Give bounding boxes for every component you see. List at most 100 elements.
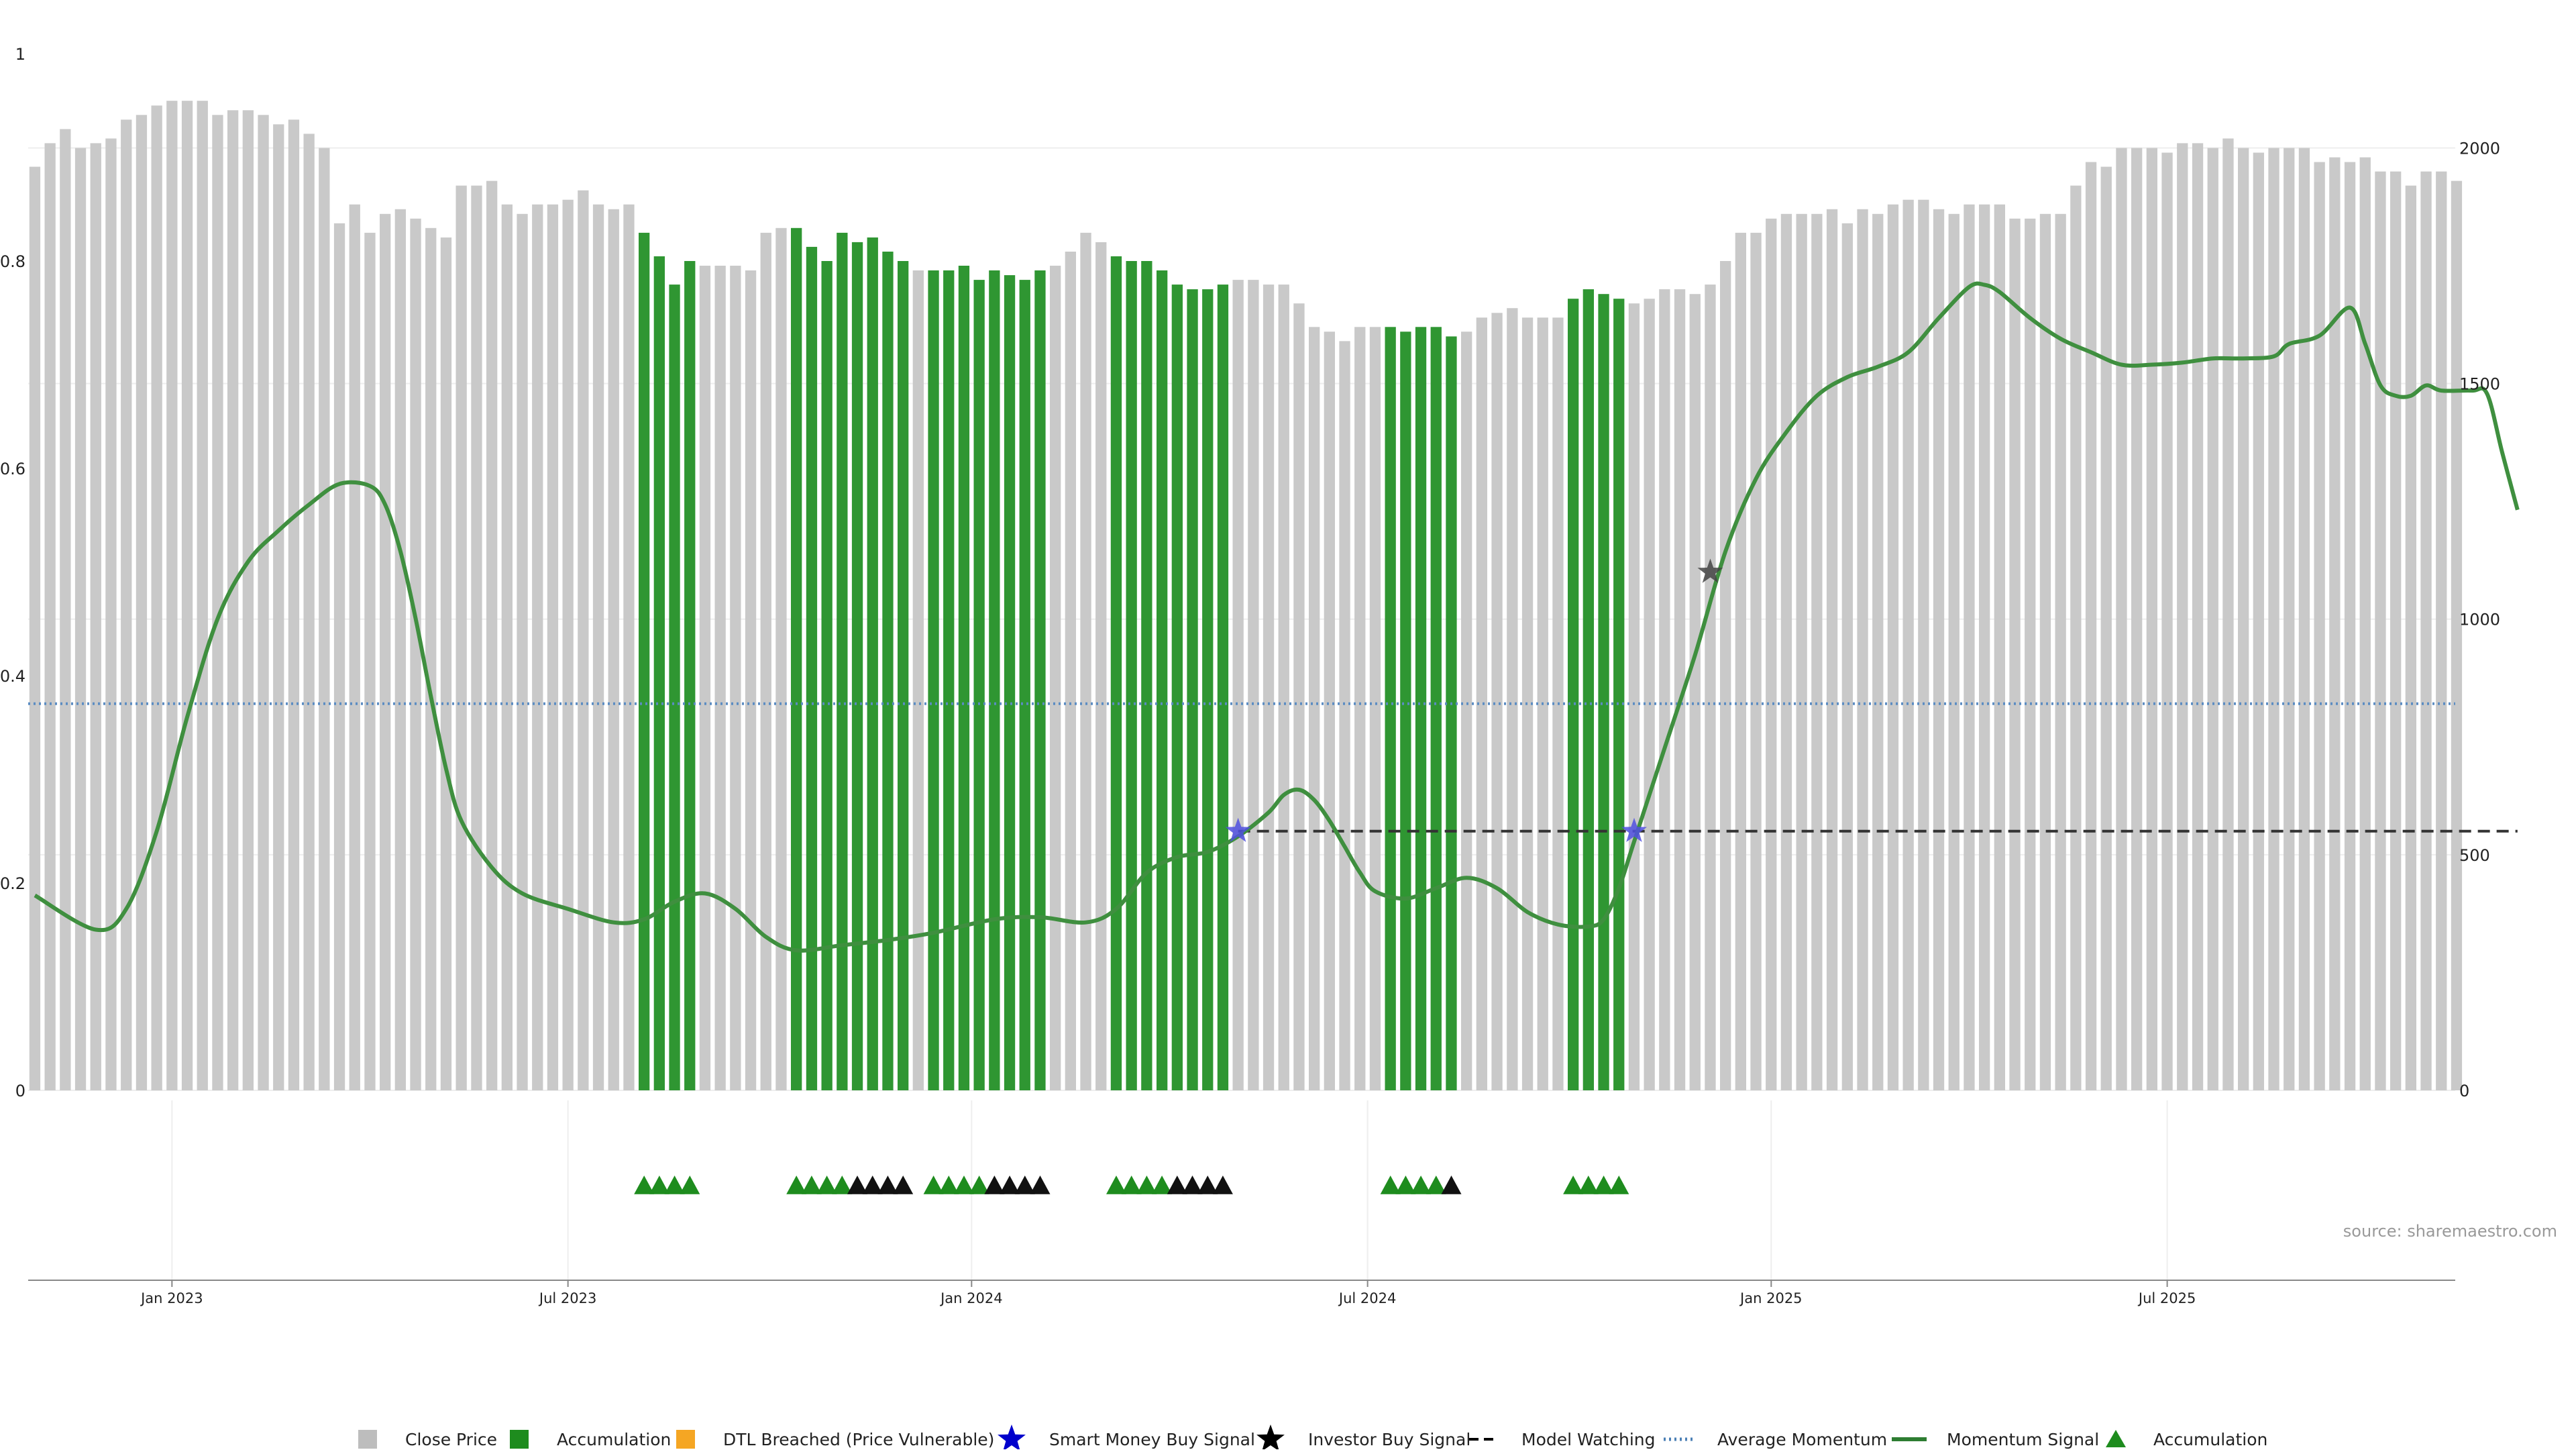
accumulation-triangle-black [847,1176,867,1194]
investor-buy-star [1697,558,1723,583]
close-price-bar [1902,199,1914,1091]
close-price-bar [547,204,559,1091]
accumulation-bar [1582,289,1594,1091]
close-price-bar [1476,317,1487,1090]
close-price-bar [1369,327,1381,1090]
accumulation-bar [1415,327,1427,1090]
close-price-bar [2192,143,2204,1090]
legend-square-icon [358,1430,377,1449]
accumulation-triangle [664,1176,685,1194]
accumulation-bar [1126,261,1137,1090]
legend-label: Smart Money Buy Signal [1049,1430,1255,1449]
legend-label: Investor Buy Signal [1308,1430,1470,1449]
accumulation-triangle [816,1176,837,1194]
close-price-bar [2238,148,2249,1090]
close-price-bar [90,143,101,1090]
close-price-bar [227,110,239,1090]
x-tick-label: Jan 2025 [1739,1290,1803,1306]
close-price-bar [2436,171,2447,1091]
close-price-bar [1887,204,1899,1091]
accumulation-bar [1598,294,1609,1091]
legend-label: DTL Breached (Price Vulnerable) [723,1430,994,1449]
accumulation-triangle [938,1176,959,1194]
y-left-tick-label: 1 [15,45,25,64]
legend-star-icon [998,1424,1026,1451]
close-price-bar [714,266,726,1090]
close-price-bar [1050,266,1061,1090]
accumulation-triangle [1593,1176,1614,1194]
y-right-tick-label: 500 [2459,846,2490,865]
accumulation-triangle-black [1030,1176,1051,1194]
close-price-bar [775,227,787,1090]
close-price-bar [2039,213,2051,1090]
accumulation-triangle [1380,1176,1401,1194]
legend-star-icon [1256,1424,1285,1451]
close-price-bar [1521,317,1534,1090]
close-price-bar [2344,162,2356,1090]
close-price-bar [288,119,300,1090]
accumulation-bar [1004,275,1016,1091]
close-price-bar [258,115,269,1090]
close-price-bar [1507,308,1518,1091]
close-price-bar [1659,289,1670,1091]
close-price-bar [699,266,711,1090]
accumulation-bar [821,261,833,1090]
close-price-bar [1796,213,1807,1090]
close-price-bar [212,115,223,1090]
close-price-bar [197,101,208,1091]
close-price-bar [44,143,56,1090]
legend-label: Accumulation [557,1430,671,1449]
x-tick-label: Jul 2025 [2137,1290,2196,1306]
legend-item: Investor Buy Signal [1256,1424,1470,1451]
close-price-bar [2116,148,2127,1090]
accumulation-bar [973,280,985,1091]
accumulation-triangle [1426,1176,1446,1194]
close-price-bar [2207,148,2218,1090]
close-price-bar [181,101,193,1091]
accumulation-bar [1400,331,1411,1090]
y-right-tick-label: 1000 [2459,611,2500,629]
close-price-bar [517,213,528,1090]
close-price-bar [151,105,162,1091]
close-price-bar [2009,218,2021,1090]
close-price-bar [730,266,741,1090]
close-price-bar [2268,148,2279,1090]
accumulation-bar [669,284,680,1091]
accumulation-triangle-black [1212,1176,1233,1194]
close-price-bar [1720,261,1731,1090]
smart-money-buy-star [1225,817,1251,842]
y-left-tick-label: 0.6 [0,460,25,478]
close-price-bar [1948,213,1960,1090]
close-price-bar [2329,157,2341,1090]
close-price-bar [1826,209,1838,1091]
legend: Close Price Accumulation DTL Breached (Pri… [358,1424,2267,1451]
close-price-bar [1994,204,2005,1091]
close-price-bar [1933,209,1945,1091]
close-price-bar [1339,341,1350,1090]
accumulation-triangle-black [1441,1176,1462,1194]
x-tick-label: Jan 2023 [140,1290,203,1306]
accumulation-triangle-black [877,1176,898,1194]
legend-square-icon [676,1430,695,1449]
close-price-bar [1461,331,1472,1090]
accumulation-bar [1187,289,1198,1091]
legend-item: Close Price [358,1430,497,1449]
accumulation-triangle [1578,1176,1599,1194]
close-price-bar [364,232,376,1090]
close-price-bar [2405,185,2416,1091]
y-right-tick-label: 2000 [2459,140,2500,158]
accumulation-bar [943,270,955,1090]
y-right-tick-label: 0 [2459,1082,2469,1100]
close-price-bar [1324,331,1335,1090]
close-price-bar [136,115,148,1090]
close-price-bar [1080,232,1091,1090]
accumulation-triangle [1152,1176,1173,1194]
close-price-bar [1354,327,1366,1090]
close-price-bar [1248,280,1259,1091]
accumulation-bar [851,242,863,1090]
legend-label: Close Price [405,1430,497,1449]
close-price-bar [319,148,330,1090]
source-label: source: sharemaestro.com [2343,1222,2557,1241]
close-price-bar [578,190,589,1091]
close-price-bar [486,180,498,1091]
